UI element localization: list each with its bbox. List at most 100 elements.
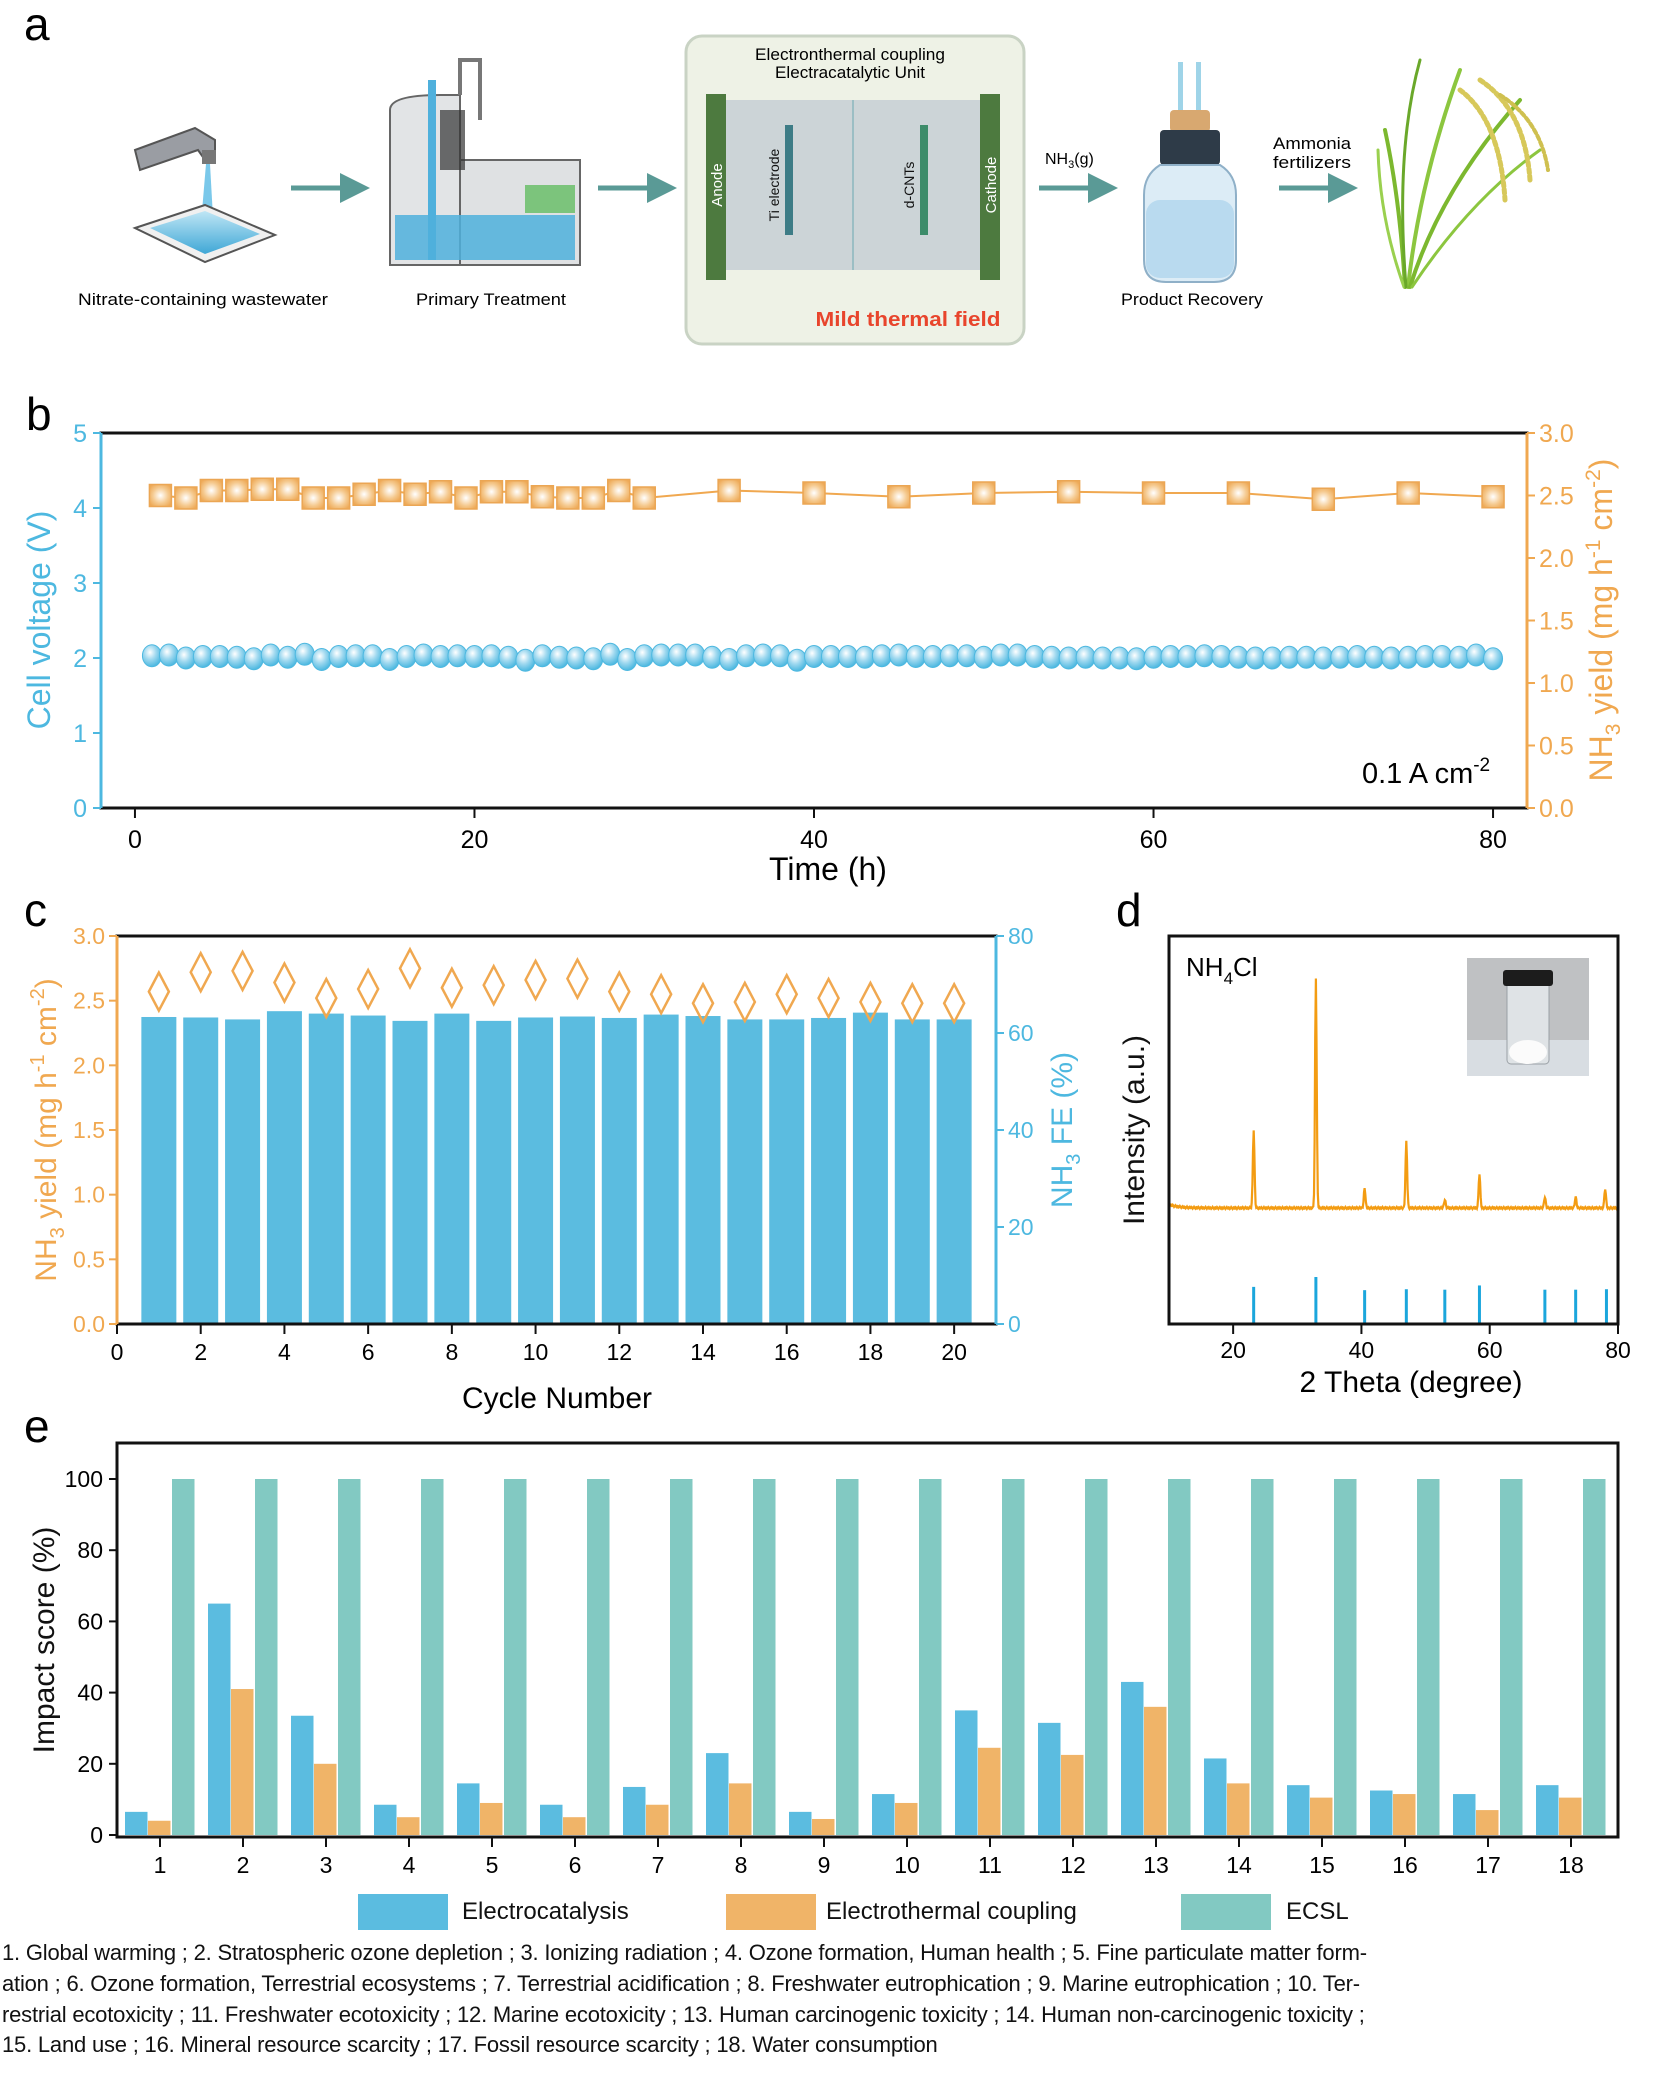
x-tick-label: 20 [461,826,489,854]
y-left-tick-label: 4 [73,495,87,523]
footnote-line: ation ; 6. Ozone formation, Terrestrial … [2,1971,1360,1996]
yield-square-marker [1226,481,1251,505]
panel-b-axes: 0 20 40 60 80 0 1 2 3 4 5 0.0 0.5 1.0 1.5 2.0 2.5 3.0 [73,420,1574,854]
electrocatalysis-bar [125,1811,148,1835]
fe-bar [392,1020,428,1324]
electrothermal-bar [1144,1706,1167,1835]
y-left-tick-label: 1.0 [73,1182,105,1208]
x-tick-label: 6 [569,1852,582,1878]
voltage-circle-marker [753,643,774,667]
yield-diamond-marker [607,969,631,1014]
yield-diamond-marker [398,946,422,991]
voltage-circle-marker [685,643,706,667]
wastewater-illustration [132,126,278,264]
electrothermal-bar [812,1818,835,1835]
electrocatalysis-bar [1370,1790,1393,1835]
yield-square-marker [887,485,911,509]
voltage-circle-marker [209,645,230,668]
voltage-circle-marker [1330,645,1351,669]
electrocatalysis-bar [1536,1785,1559,1835]
x-tick-label: 60 [1140,826,1168,854]
voltage-circle-marker [617,648,638,671]
x-tick-label: 3 [320,1852,333,1878]
voltage-circle-marker [1398,645,1419,669]
yield-diamond-marker [775,972,799,1016]
voltage-circle-marker [1109,646,1130,670]
voltage-circle-marker [1262,646,1283,670]
panel-c-left-ylabel: NH3 yield (mg h-1 cm-2) [27,978,69,1281]
voltage-circle-marker [905,645,926,668]
x-tick-label: 11 [978,1852,1002,1878]
y-right-tick-label: 80 [1008,923,1034,949]
yield-square-marker [174,486,198,510]
fe-bar [308,1013,344,1324]
electrothermal-bar [563,1817,586,1835]
y-right-tick-label: 3.0 [1539,420,1574,448]
y-right-tick-label: 40 [1008,1117,1034,1143]
fe-bar [266,1011,302,1324]
voltage-circle-marker [243,647,264,671]
yield-square-marker [505,480,529,504]
yield-square-marker [1396,481,1420,505]
panel-d-xlabel: 2 Theta (degree) [1300,1366,1523,1399]
yield-square-marker [1481,485,1505,509]
yield-diamond-marker [440,966,464,1010]
x-tick-label: 18 [1558,1852,1584,1878]
y-right-tick-label: 0.5 [1539,733,1574,761]
electrothermal-bar [729,1783,752,1835]
panel-d-marks [1168,978,1619,1324]
voltage-circle-marker [1228,645,1249,669]
voltage-circle-marker [804,645,824,668]
yield-diamond-marker [189,950,213,994]
yield-diamond-marker [691,981,715,1025]
nh3-gas-label: NH3(g) [1045,151,1094,171]
panel-d-frame [1167,934,1620,1326]
y-right-tick-label: 2.5 [1539,483,1574,511]
panel-label-a: a [24,0,50,50]
voltage-circle-marker [1364,645,1385,669]
voltage-circle-marker [1075,645,1096,669]
ecsl-bar [670,1479,693,1835]
yield-square-marker [607,478,631,503]
yield-square-marker [275,477,300,501]
dcnts-label: d-CNTs [901,162,917,209]
electrothermal-bar [1310,1797,1333,1835]
y-left-tick-label: 2.5 [73,988,105,1014]
yield-square-marker [403,482,427,506]
voltage-circle-marker [1432,645,1453,668]
ecsl-bar [1251,1479,1274,1835]
voltage-circle-marker [226,645,247,669]
fe-bar [518,1017,554,1324]
panel-b-current-density-annotation: 0.1 A cm-2 [1362,755,1490,790]
x-tick-label: 17 [1475,1852,1501,1878]
yield-diamond-marker [147,969,171,1014]
yield-square-marker [556,486,580,510]
yield-square-marker [199,478,224,503]
y-left-tick-label: 5 [73,420,87,448]
fe-bar [434,1013,470,1324]
voltage-circle-marker [141,644,162,668]
ecsl-bar [421,1479,444,1835]
electrocatalysis-bar [789,1811,812,1835]
unit-title-line2: Electracatalytic Unit [775,63,925,82]
voltage-circle-marker [345,644,366,668]
y-left-tick-label: 3 [73,570,87,598]
voltage-circle-marker [362,644,383,668]
electrothermal-bar [1393,1794,1416,1835]
voltage-circle-marker [651,643,672,667]
panel-d-axes: 20 40 60 80 [1220,1324,1631,1363]
voltage-circle-marker [1126,647,1147,671]
panel-e-ylabel: Impact score (%) [28,1527,61,1754]
fe-bar [727,1019,763,1324]
x-tick-label: 7 [652,1852,665,1878]
yield-square-marker [632,486,656,510]
voltage-circle-marker [1381,646,1402,670]
voltage-circle-marker [1160,645,1181,668]
fertilizers-label: fertilizers [1273,153,1351,172]
electrothermal-bar [895,1802,918,1835]
yield-square-marker [972,481,996,505]
mild-thermal-field-label: Mild thermal field [816,309,1001,331]
panel-a-schematic: a Nitrate-containing wastewater Primary … [24,0,1550,346]
step-primary-treatment-label: Primary Treatment [416,290,566,309]
y-tick-label: 60 [77,1608,103,1634]
